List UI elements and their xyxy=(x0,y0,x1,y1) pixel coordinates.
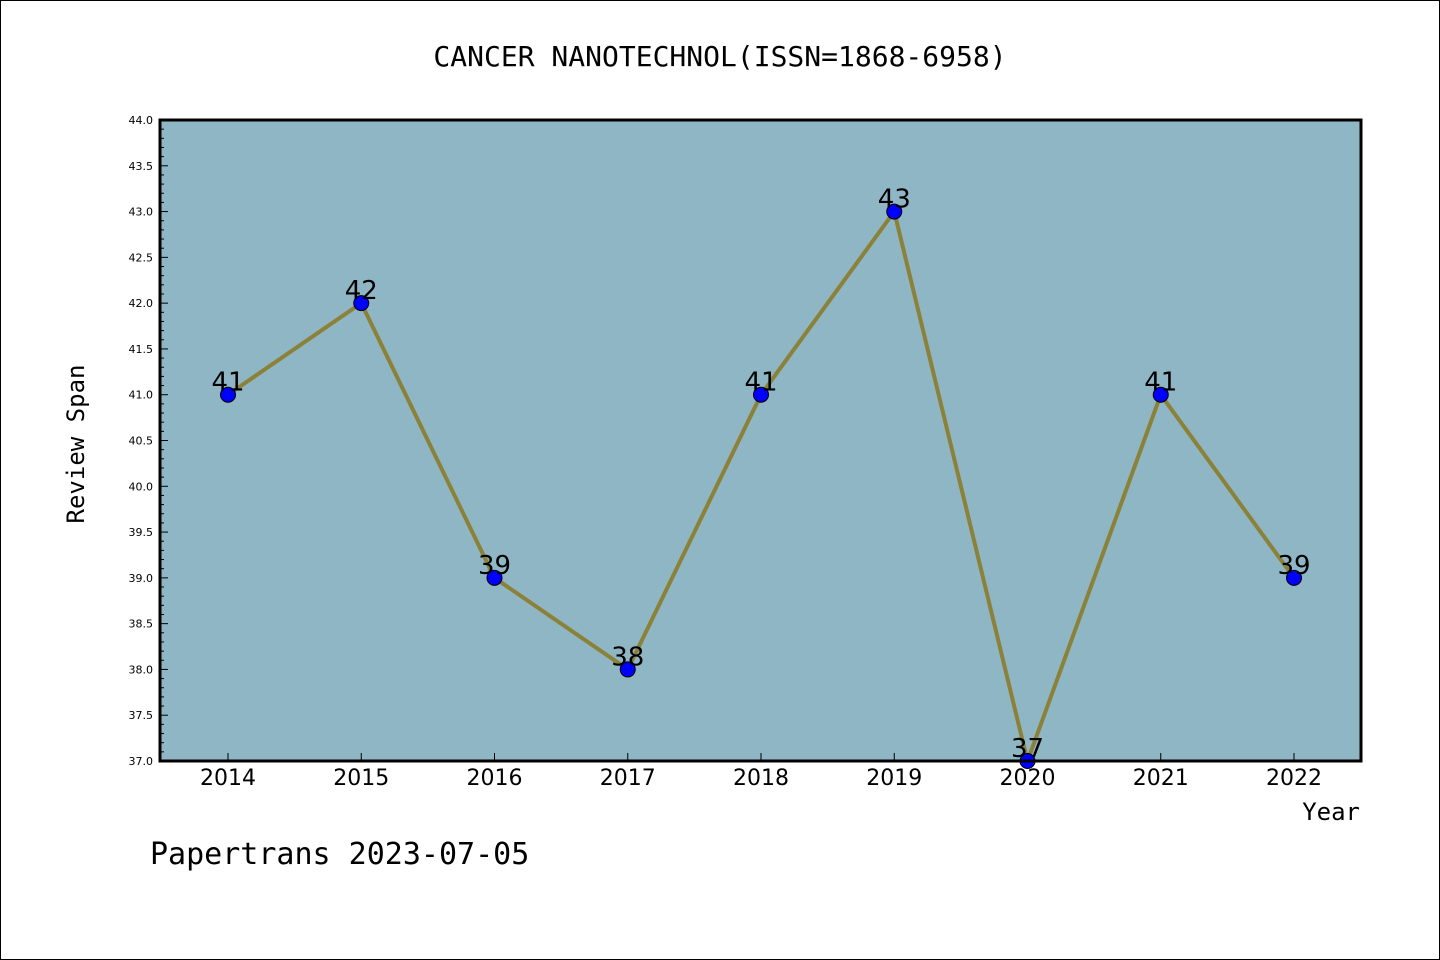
y-tick-label: 43.0 xyxy=(129,206,154,219)
y-tick-label: 44.0 xyxy=(129,114,154,127)
data-point xyxy=(886,203,903,220)
y-tick-label: 37.0 xyxy=(129,755,154,768)
plot-border xyxy=(158,118,1363,763)
data-label: 41 xyxy=(1144,368,1177,398)
x-tick-label: 2021 xyxy=(1133,766,1189,791)
y-tick-label: 42.5 xyxy=(129,251,154,264)
data-label: 41 xyxy=(211,368,244,398)
y-tick-label: 39.5 xyxy=(129,526,154,539)
chart-title: CANCER NANOTECHNOL(ISSN=1868-6958) xyxy=(433,40,1006,73)
footer-watermark: Papertrans 2023-07-05 xyxy=(150,837,529,872)
data-label: 39 xyxy=(1277,551,1310,581)
x-tick-label: 2015 xyxy=(333,766,389,791)
data-label: 41 xyxy=(744,368,777,398)
x-axis-label: Year xyxy=(1302,798,1360,826)
data-label: 42 xyxy=(345,276,378,306)
y-axis-label: Review Span xyxy=(62,365,90,524)
y-tick-label: 40.5 xyxy=(129,435,154,448)
data-label: 43 xyxy=(878,185,911,215)
x-tick-label: 2016 xyxy=(467,766,523,791)
data-point xyxy=(353,295,370,312)
y-tick-label: 38.5 xyxy=(129,618,154,631)
x-tick-label: 2020 xyxy=(1000,766,1056,791)
x-tick-label: 2018 xyxy=(733,766,789,791)
y-tick-label: 43.5 xyxy=(129,160,154,173)
data-point xyxy=(619,661,636,678)
y-tick-label: 40.0 xyxy=(129,480,154,493)
data-points xyxy=(220,203,1302,769)
x-tick-label: 2014 xyxy=(200,766,256,791)
plot-area xyxy=(160,120,1361,761)
data-label: 39 xyxy=(478,551,511,581)
y-axis: 37.0 37.5 38.0 38.5 39.0 39.5 40.0 40.5 41.0 41.5… xyxy=(129,114,168,768)
x-tick-label: 2017 xyxy=(600,766,656,791)
y-tick-label: 42.0 xyxy=(129,297,154,310)
y-tick-label: 37.5 xyxy=(129,709,154,722)
data-label: 38 xyxy=(611,642,644,672)
data-point xyxy=(1152,386,1169,403)
data-label: 37 xyxy=(1011,734,1044,764)
y-tick-label: 41.0 xyxy=(129,389,154,402)
data-labels: 41 42 39 38 41 43 37 41 39 xyxy=(211,185,1310,764)
y-tick-label: 38.0 xyxy=(129,663,154,676)
x-axis: 2014 2015 2016 2017 2018 2019 2020 2021 2022 xyxy=(200,753,1322,791)
data-point xyxy=(220,386,236,403)
data-point xyxy=(486,569,503,586)
data-point xyxy=(1286,569,1302,586)
data-point xyxy=(753,386,769,403)
x-tick-label: 2022 xyxy=(1266,766,1322,791)
y-tick-label: 39.0 xyxy=(129,572,154,585)
y-tick-label: 41.5 xyxy=(129,343,154,356)
x-tick-label: 2019 xyxy=(866,766,922,791)
